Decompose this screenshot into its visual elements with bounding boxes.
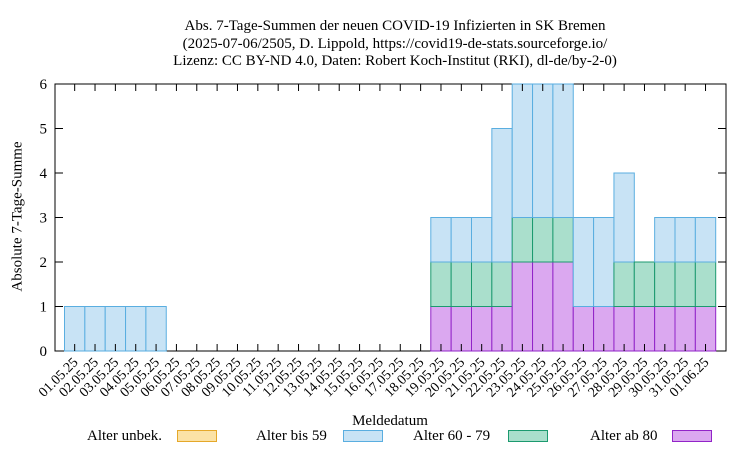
bar-segment xyxy=(532,261,554,352)
bar-segment xyxy=(511,217,534,263)
legend-label-60-79: Alter 60 - 79 xyxy=(413,428,491,444)
bar-segment xyxy=(572,217,595,307)
bar-segment xyxy=(430,261,452,307)
bar-segment xyxy=(430,217,452,263)
bar-segment xyxy=(511,83,534,218)
chart-title-line-3: Lizenz: CC BY-ND 4.0, Daten: Robert Koch… xyxy=(173,53,617,69)
bar-segment xyxy=(633,261,656,307)
chart-title-line-2: (2025-07-06/2505, D. Lippold, https://co… xyxy=(182,36,608,52)
y-tick-label: 1 xyxy=(40,300,48,316)
legend-swatch-bis59 xyxy=(343,430,383,442)
y-tick-label: 6 xyxy=(40,77,48,93)
bar-segment xyxy=(694,217,717,263)
bar-segment xyxy=(552,83,574,218)
y-tick-label: 3 xyxy=(40,211,48,227)
bar-segment xyxy=(471,217,493,263)
bar-segment xyxy=(613,261,635,307)
legend-label-unknown: Alter unbek. xyxy=(87,428,162,444)
x-axis-label: Meldedatum xyxy=(352,413,428,429)
legend-label-ab80: Alter ab 80 xyxy=(590,428,658,444)
bar-segment xyxy=(491,261,513,307)
legend-swatch-60-79 xyxy=(508,430,548,442)
bar-segment xyxy=(552,261,574,352)
bar-segment xyxy=(674,261,696,307)
legend-label-bis59: Alter bis 59 xyxy=(256,428,327,444)
bar-segment xyxy=(674,217,696,263)
bar-segment xyxy=(532,217,554,263)
y-tick-label: 5 xyxy=(40,122,48,138)
bar-segment xyxy=(532,83,554,218)
bar-segment xyxy=(654,261,676,307)
bar-segment xyxy=(450,261,472,307)
bar-segment xyxy=(613,172,635,263)
bar-segment xyxy=(654,217,676,263)
bar-segment xyxy=(511,261,534,352)
y-tick-label: 4 xyxy=(40,166,48,182)
bar-segment xyxy=(491,128,513,263)
bar-segment xyxy=(471,261,493,307)
bar-segment xyxy=(552,217,574,263)
bar-segment xyxy=(593,217,615,307)
bar-segment xyxy=(450,217,472,263)
bar-segment xyxy=(694,261,717,307)
legend-swatch-unknown xyxy=(177,430,217,442)
chart-title-line-1: Abs. 7-Tage-Summen der neuen COVID-19 In… xyxy=(184,18,606,34)
y-tick-label: 2 xyxy=(40,255,48,271)
y-axis-label: Absolute 7-Tage-Summe xyxy=(9,141,26,292)
legend-swatch-ab80 xyxy=(672,430,712,442)
y-tick-label: 0 xyxy=(40,344,48,360)
